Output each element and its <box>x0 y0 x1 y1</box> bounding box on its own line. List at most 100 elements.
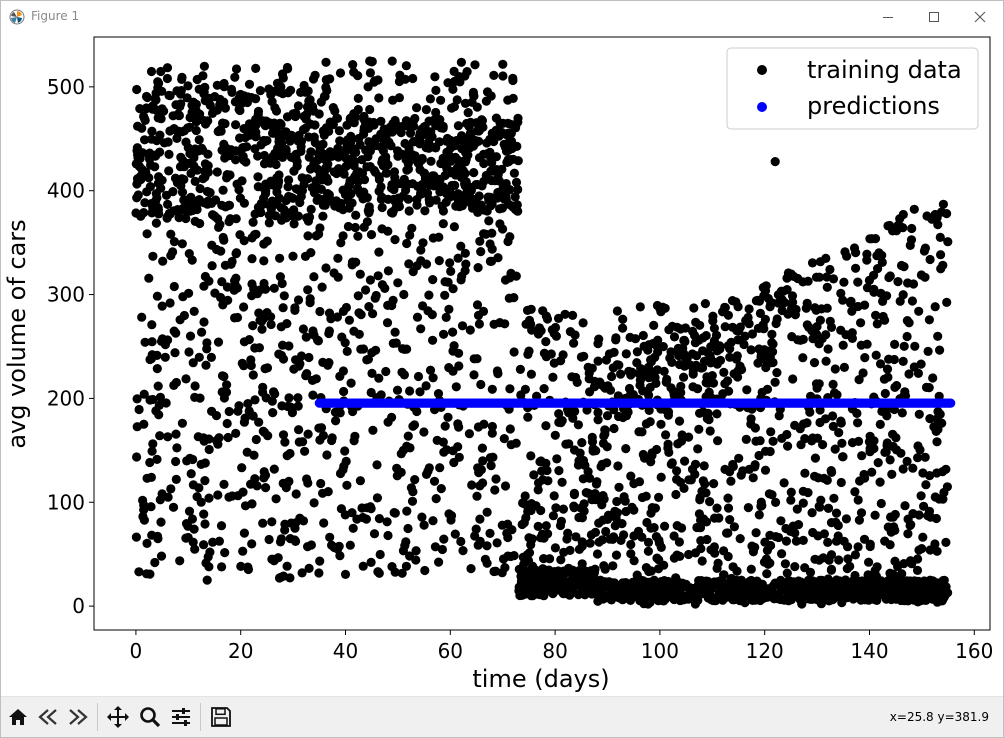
training-data-point <box>770 377 780 387</box>
training-data-point <box>836 288 846 298</box>
maximize-button[interactable] <box>911 1 957 32</box>
training-data-point <box>347 508 357 518</box>
training-data-point <box>166 229 176 239</box>
legend-label-predictions: predictions <box>807 92 940 120</box>
training-data-point <box>290 523 300 533</box>
training-data-point <box>274 149 284 159</box>
training-data-point <box>211 195 221 205</box>
training-data-point <box>277 69 288 79</box>
save-icon <box>211 707 231 727</box>
training-data-point <box>759 348 769 358</box>
training-data-point <box>642 517 652 528</box>
training-data-point <box>485 528 495 539</box>
training-data-point <box>869 287 879 297</box>
training-data-point <box>428 275 438 285</box>
training-data-point <box>477 115 487 125</box>
training-data-point <box>942 482 953 492</box>
training-data-point <box>162 63 173 73</box>
training-data-point <box>394 93 404 103</box>
training-data-point <box>416 324 426 334</box>
training-data-point <box>541 352 552 362</box>
training-data-point <box>350 431 360 441</box>
training-data-point <box>906 585 916 595</box>
training-data-point <box>913 453 923 463</box>
training-data-point <box>392 385 403 395</box>
training-data-point <box>486 91 496 101</box>
training-data-point <box>504 138 514 148</box>
training-data-point <box>199 436 209 446</box>
training-data-point <box>173 205 183 215</box>
training-data-point <box>212 244 222 255</box>
training-data-point <box>322 163 332 173</box>
training-data-point <box>855 577 865 587</box>
scatter-chart[interactable]: 0 20 40 60 80 100 120 140 160 0 100 200 300 400 500 t… <box>1 32 1003 696</box>
training-data-point <box>293 401 303 411</box>
training-data-point <box>511 438 521 448</box>
training-data-point <box>172 443 182 453</box>
training-data-point <box>183 81 193 91</box>
training-data-point <box>185 453 195 463</box>
training-data-point <box>626 539 636 550</box>
training-data-point <box>269 283 279 293</box>
training-data-point <box>542 314 553 324</box>
training-data-point <box>419 520 429 530</box>
training-data-point <box>782 568 792 578</box>
training-data-point <box>214 433 224 443</box>
training-data-point <box>846 298 856 308</box>
training-data-point <box>257 324 267 334</box>
training-data-point <box>132 143 142 153</box>
training-data-point <box>638 449 648 460</box>
minimize-button[interactable] <box>865 1 911 32</box>
training-data-point <box>788 374 798 384</box>
training-data-point <box>387 412 397 422</box>
configure-subplots-button[interactable] <box>168 704 194 730</box>
legend-label-training: training data <box>807 56 962 84</box>
training-data-point <box>552 454 562 464</box>
training-data-point <box>437 544 447 555</box>
training-data-point <box>225 214 235 224</box>
training-data-point <box>637 427 647 437</box>
training-data-point <box>449 66 459 76</box>
y-tick-label: 500 <box>47 75 85 99</box>
training-data-point <box>362 217 372 227</box>
training-data-point <box>893 561 903 572</box>
training-data-point <box>726 337 736 347</box>
training-data-point <box>491 474 501 484</box>
forward-button[interactable] <box>65 704 91 730</box>
training-data-point <box>863 570 873 580</box>
training-data-point <box>284 175 294 185</box>
back-button[interactable] <box>35 704 61 730</box>
training-data-point <box>475 536 485 547</box>
training-data-point <box>244 335 254 345</box>
zoom-button[interactable] <box>137 704 163 730</box>
training-data-point <box>332 168 342 179</box>
training-data-point <box>667 357 677 367</box>
save-button[interactable] <box>208 704 234 730</box>
training-data-point <box>914 409 924 419</box>
training-data-point <box>571 569 581 580</box>
training-data-point <box>557 477 567 487</box>
close-button[interactable] <box>957 1 1003 32</box>
training-data-point <box>750 462 760 472</box>
training-data-point <box>672 322 682 332</box>
training-data-point <box>854 375 864 385</box>
pan-button[interactable] <box>105 704 131 730</box>
training-data-point <box>187 255 197 265</box>
training-data-point <box>447 103 457 113</box>
training-data-point <box>613 391 623 401</box>
training-data-point <box>853 542 863 552</box>
home-button[interactable] <box>5 704 31 730</box>
training-data-point <box>511 120 521 130</box>
training-data-point <box>732 351 742 361</box>
training-data-point <box>543 476 553 486</box>
training-data-point <box>715 341 725 351</box>
training-data-point <box>790 310 801 320</box>
training-data-point <box>381 152 391 162</box>
training-data-point <box>147 446 157 456</box>
training-data-point <box>841 514 852 524</box>
training-data-point <box>333 253 343 263</box>
training-data-point <box>231 64 242 74</box>
figure-canvas[interactable]: 0 20 40 60 80 100 120 140 160 0 100 200 300 400 500 t… <box>1 32 1003 696</box>
training-data-point <box>152 531 163 541</box>
training-data-point <box>669 531 679 541</box>
